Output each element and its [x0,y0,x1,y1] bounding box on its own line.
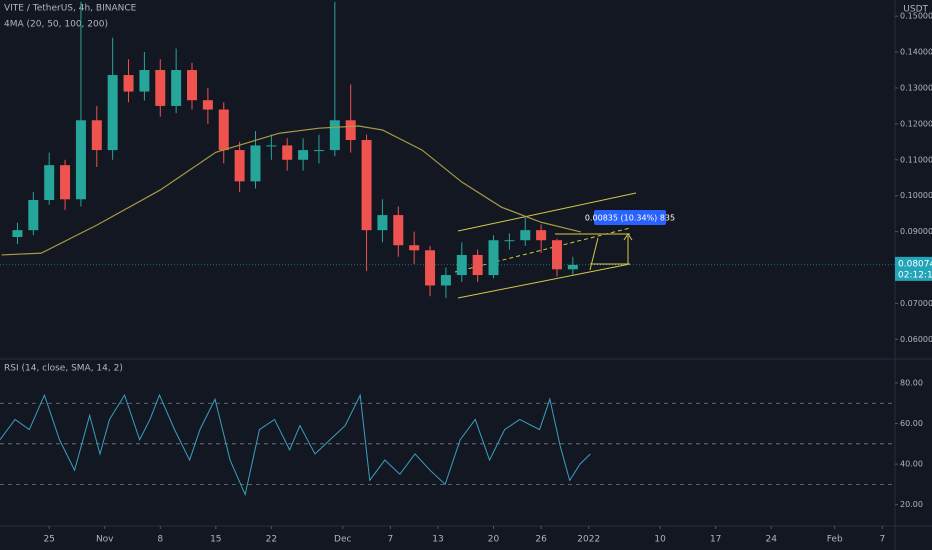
candle-body [155,70,166,106]
candle-body [234,150,245,182]
last-price-label: 0.08074 [898,259,932,269]
candle-body [107,75,118,151]
candle-body [361,140,372,231]
last-price-box [895,256,932,281]
arrow-head [623,233,633,241]
candle-body [44,165,55,201]
candle-body [345,120,356,141]
currency-label: USDT [903,5,928,15]
candle-body [536,230,547,241]
x-tick-label: 25 [43,535,54,545]
x-tick-label: Dec [334,535,351,545]
y-tick-label: 20.00 [900,500,923,509]
x-tick-label: 7 [879,535,885,545]
y-tick-label: 0.14000 [900,48,932,57]
candle-body [282,145,293,160]
y-tick-label: 0.09000 [900,227,932,236]
candle-body [425,250,436,286]
y-tick-label: 0.15000 [900,12,932,21]
rsi-title: RSI (14, close, SMA, 14, 2) [4,364,123,374]
candle-body [12,230,23,237]
candle-body [520,230,531,241]
x-tick-label: 13 [432,535,443,545]
candle-body [123,75,134,92]
x-tick-label: 17 [710,535,721,545]
candle-body [298,150,309,160]
y-tick-label: 0.10000 [900,191,932,200]
candle-body [139,70,150,92]
y-tick-label: 0.12000 [900,119,932,128]
candle-body [456,254,467,276]
x-tick-label: 8 [157,535,163,545]
candle-body [409,245,420,251]
candle-body [171,70,182,106]
candle-body [91,120,102,151]
x-tick-label: 15 [210,535,221,545]
candle-body [551,240,562,270]
candle-body [377,215,388,231]
measure-box [594,210,666,225]
x-tick-label: 10 [654,535,666,545]
channel-upper [457,192,637,232]
countdown-label: 02:12:12 [898,270,932,280]
candle-body [75,120,86,200]
y-tick-label: 80.00 [900,378,923,387]
candle-body [218,109,229,151]
y-tick-label: 60.00 [900,419,923,428]
candle-body [60,165,71,200]
x-tick-label: 7 [388,535,394,545]
indicator-label: 4MA (20, 50, 100, 200) [4,20,108,30]
candle-body [266,145,277,147]
y-tick-label: 0.06000 [900,335,932,344]
y-tick-label: 0.11000 [900,155,932,164]
candle-body [504,240,515,242]
candle-body [313,150,324,152]
candle-body [440,275,451,286]
x-tick-label: 24 [765,535,777,545]
x-tick-label: Nov [96,535,114,545]
candle-body [187,70,198,101]
candle-body [488,240,499,276]
candle-body [202,100,213,110]
x-tick-label: Feb [827,535,843,545]
x-tick-label: 26 [535,535,547,545]
candle-body [393,215,404,246]
moving-average [1,125,581,256]
x-tick-label: 2022 [577,535,600,545]
x-tick-label: 20 [488,535,500,545]
channel-mid [454,227,631,273]
measure-label: 0.00835 (10.34%) 835 [585,214,675,223]
candle-body [250,145,261,182]
y-tick-label: 0.07000 [900,299,932,308]
candle-body [28,200,39,231]
rsi-line [0,393,591,497]
candle-body [567,264,578,270]
y-tick-label: 0.13000 [900,83,932,92]
channel-lower [457,263,631,299]
chart-title: VITE / TetherUS, 4h, BINANCE [4,4,137,14]
x-tick-label: 22 [266,535,277,545]
y-tick-label: 40.00 [900,460,923,469]
candle-body [329,120,340,151]
